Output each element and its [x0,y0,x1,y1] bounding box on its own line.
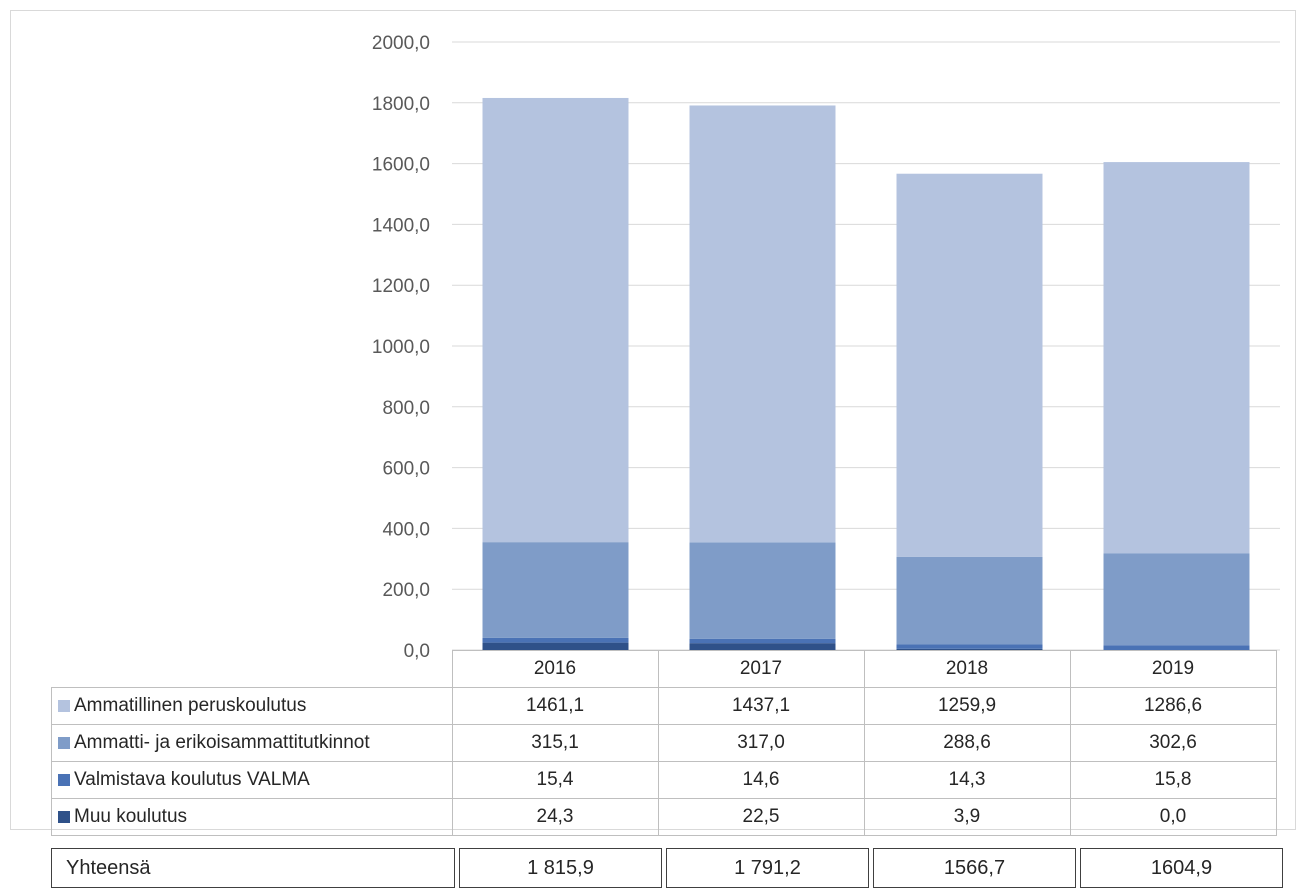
bar-segment [1103,645,1250,650]
table-cell: 14,6 [657,761,865,799]
table-cell: 3,9 [863,798,1071,836]
bar-segment [1103,162,1250,554]
y-tick-label: 400,0 [382,519,430,540]
bar-segment [896,556,1043,645]
stacked-bar-chart: 0,0 200,0 400,0 600,0 800,0 1000,0 1200,0 1400,… [372,33,1280,662]
y-tick-label: 0,0 [404,641,430,662]
totals-value: 1566,7 [873,848,1076,888]
table-cell: 0,0 [1069,798,1277,836]
table-row: Ammatillinen peruskoulutus 1461,1 1437,1… [51,687,1277,725]
totals-value: 1 791,2 [666,848,869,888]
legend-entry: Muu koulutus [51,798,453,836]
chart-data-table: 2016 2017 2018 2019 Ammatillinen perusko… [51,650,1277,836]
bar-segment [689,638,836,644]
table-corner [52,651,453,688]
table-row: Muu koulutus 24,3 22,5 3,9 0,0 [51,798,1277,836]
bar-segment [1103,553,1250,646]
legend-swatch [58,811,70,823]
table-cell: 288,6 [863,724,1071,762]
table-cell: 317,0 [657,724,865,762]
table-cell: 1437,1 [657,687,865,725]
category-label: 2016 [451,650,659,688]
table-row: Ammatti- ja erikoisammattitutkinnot 315,… [51,724,1277,762]
y-tick-label: 1800,0 [372,94,430,115]
bar-segment [482,642,629,650]
table-cell: 24,3 [451,798,659,836]
totals-value: 1 815,9 [459,848,662,888]
y-tick-label: 1200,0 [372,276,430,297]
legend-entry: Ammatti- ja erikoisammattitutkinnot [51,724,453,762]
table-cell: 315,1 [451,724,659,762]
totals-row: Yhteensä 1 815,9 1 791,2 1566,7 1604,9 [51,848,1283,888]
bar-segment [482,97,629,543]
y-tick-label: 1000,0 [372,337,430,358]
category-label: 2018 [863,650,1071,688]
y-tick-label: 200,0 [382,580,430,601]
legend-entry: Ammatillinen peruskoulutus [51,687,453,725]
bar-segment [689,643,836,650]
legend-swatch [58,737,70,749]
table-cell: 1461,1 [451,687,659,725]
category-label: 2019 [1069,650,1277,688]
y-tick-label: 800,0 [382,398,430,419]
table-cell: 1259,9 [863,687,1071,725]
table-cell: 15,8 [1069,761,1277,799]
series-name: Ammatillinen peruskoulutus [74,695,307,716]
bar-segment [896,644,1043,649]
y-tick-label: 600,0 [382,459,430,480]
series-name: Muu koulutus [74,806,188,827]
table-cell: 15,4 [451,761,659,799]
legend-entry: Valmistava koulutus VALMA [51,761,453,799]
bar-segment [896,648,1043,650]
table-cell: 302,6 [1069,724,1277,762]
y-tick-label: 2000,0 [372,33,430,54]
bar-segment [689,105,836,543]
table-header-row: 2016 2017 2018 2019 [52,650,1277,688]
totals-label: Yhteensä [51,848,455,888]
table-cell: 14,3 [863,761,1071,799]
totals-value: 1604,9 [1080,848,1283,888]
table-row: Valmistava koulutus VALMA 15,4 14,6 14,3… [51,761,1277,799]
series-name: Valmistava koulutus VALMA [74,769,310,790]
table-cell: 22,5 [657,798,865,836]
bar-segment [689,542,836,639]
bar-segment [896,173,1043,557]
series-name: Ammatti- ja erikoisammattitutkinnot [74,732,370,753]
legend-swatch [58,700,70,712]
bar-segment [482,542,629,638]
bar-segment [482,637,629,643]
category-label: 2017 [657,650,865,688]
table-cell: 1286,6 [1069,687,1277,725]
legend-swatch [58,774,70,786]
y-tick-label: 1600,0 [372,155,430,176]
y-tick-label: 1400,0 [372,215,430,236]
